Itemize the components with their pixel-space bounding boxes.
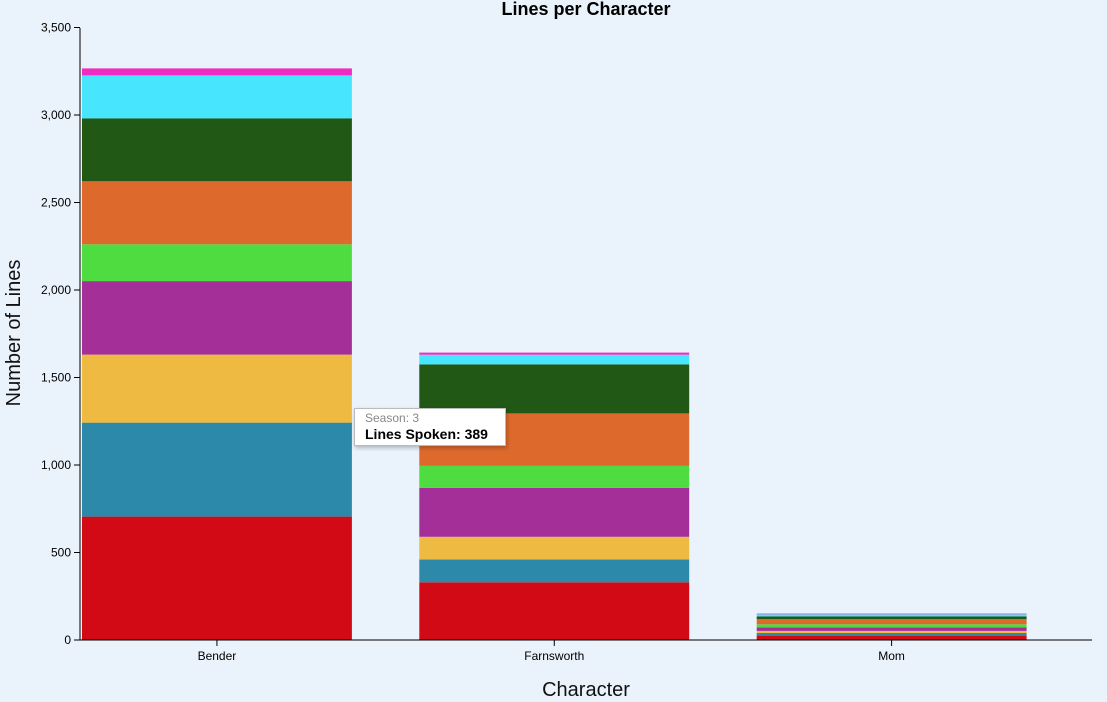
bar-segment-mom-6 xyxy=(756,619,1027,625)
bars-group xyxy=(82,68,1027,641)
bar-segment-mom-5 xyxy=(756,624,1027,628)
bar-segment-bender-7 xyxy=(82,118,352,182)
x-axis: Bender Farnsworth Mom xyxy=(74,639,1092,663)
bar-segment-farnsworth-4 xyxy=(419,487,690,537)
bar-segment-farnsworth-8 xyxy=(419,354,690,365)
y-tick-label: 1,500 xyxy=(41,371,71,385)
y-tick-label: 3,000 xyxy=(41,108,71,122)
tooltip-season: Season: 3 xyxy=(365,411,420,425)
y-tick-label: 500 xyxy=(51,546,71,560)
bar-segment-mom-1 xyxy=(756,635,1027,640)
bar-segment-bender-9 xyxy=(82,68,352,76)
bar-segment-farnsworth-5 xyxy=(419,465,690,488)
bar-segment-mom-2 xyxy=(756,633,1027,636)
bar-segment-mom-3 xyxy=(756,630,1027,633)
x-axis-label: Character xyxy=(542,679,630,701)
bar-segment-bender-8 xyxy=(82,75,352,119)
x-tick-label-farnsworth: Farnsworth xyxy=(524,649,584,663)
bar-segment-bender-1 xyxy=(82,516,352,640)
bar-segment-bender-6 xyxy=(82,181,352,245)
y-tick-label: 3,500 xyxy=(41,21,71,35)
chart-title: Lines per Character xyxy=(501,0,670,19)
bar-segment-mom-4 xyxy=(756,627,1027,631)
y-tick-label: 0 xyxy=(64,633,71,647)
bar-segment-mom-9 xyxy=(756,613,1027,615)
bar-segment-bender-2 xyxy=(82,422,352,517)
x-tick-label-bender: Bender xyxy=(198,649,237,663)
bar-segment-mom-7 xyxy=(756,616,1027,619)
y-axis-label: Number of Lines xyxy=(3,260,25,407)
bar-segment-bender-3 xyxy=(82,354,352,423)
y-tick-label: 2,000 xyxy=(41,283,71,297)
bar-segment-mom-8 xyxy=(756,614,1027,617)
y-tick-label: 1,000 xyxy=(41,458,71,472)
bar-segment-bender-4 xyxy=(82,281,352,355)
y-axis: 0 500 1,000 1,500 2,000 2,500 3,000 3,500 xyxy=(41,21,81,647)
tooltip-lines-spoken: Lines Spoken: 389 xyxy=(365,426,488,442)
bar-segment-farnsworth-1 xyxy=(419,582,690,641)
bar-segment-farnsworth-2 xyxy=(419,559,690,583)
y-tick-label: 2,500 xyxy=(41,196,71,210)
bar-segment-farnsworth-9 xyxy=(419,352,690,355)
bar-segment-bender-5 xyxy=(82,244,352,282)
bar-segment-farnsworth-7 xyxy=(419,364,690,414)
tooltip: Season: 3 Lines Spoken: 389 xyxy=(354,408,506,446)
bar-segment-farnsworth-3 xyxy=(419,536,690,560)
x-tick-label-mom: Mom xyxy=(878,649,905,663)
